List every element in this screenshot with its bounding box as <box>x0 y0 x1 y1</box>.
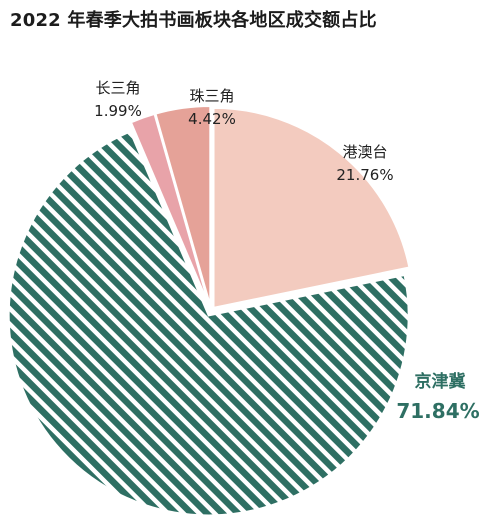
label-jingjinji-pct: 71.84% <box>396 399 479 423</box>
label-gangaotai-name: 港澳台 <box>342 143 387 161</box>
label-gangaotai-pct: 21.76% <box>336 166 393 184</box>
label-zhusanjiao-pct: 4.42% <box>188 110 236 128</box>
slice-jingjinji <box>7 130 410 517</box>
slice-zhusanjiao <box>154 105 212 307</box>
slice-gangaotai <box>212 106 411 310</box>
pie-slices <box>7 105 411 517</box>
label-zhusanjiao-name: 珠三角 <box>189 87 234 105</box>
chart-title: 2022 年春季大拍书画板块各地区成交额占比 <box>10 10 377 31</box>
label-jingjinji-name: 京津冀 <box>415 371 466 392</box>
label-changsanjiao-name: 长三角 <box>95 79 140 97</box>
slice-changsanjiao <box>129 112 211 307</box>
label-changsanjiao-pct: 1.99% <box>94 102 142 120</box>
